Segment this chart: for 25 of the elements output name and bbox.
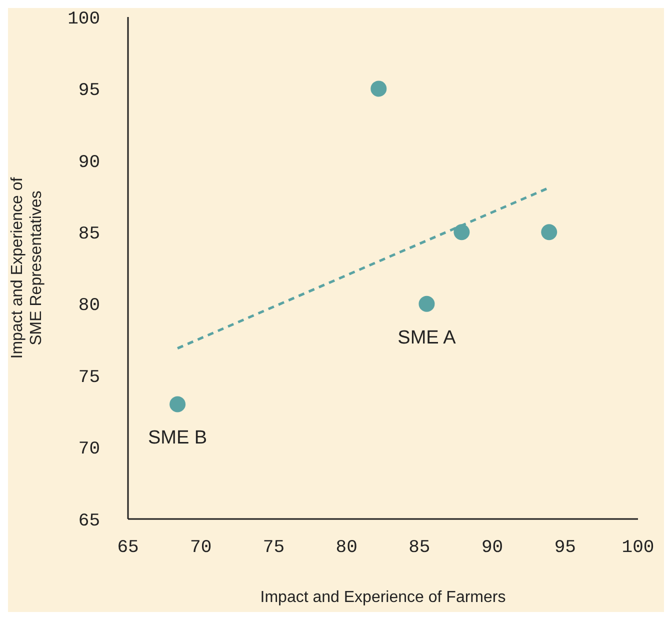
x-tick-label: 100 <box>622 538 654 558</box>
x-axis-title: Impact and Experience of Farmers <box>260 589 506 606</box>
point <box>454 224 470 240</box>
x-tick-label: 85 <box>408 538 430 558</box>
x-tick-label: 80 <box>336 538 358 558</box>
x-tick-label: 70 <box>190 538 212 558</box>
y-tick-label: 80 <box>78 296 100 316</box>
x-tick-label: 90 <box>481 538 504 558</box>
y-tick-label: 85 <box>78 224 100 245</box>
y-tick-label: 100 <box>68 9 100 30</box>
x-tick-label: 95 <box>554 538 576 558</box>
point <box>170 396 186 412</box>
x-tick-label: 75 <box>262 538 285 558</box>
y-tick-label: 75 <box>78 368 100 388</box>
y-axis-title: Impact and Experience of SME Representatives <box>9 176 45 359</box>
y-tick-label: 95 <box>78 81 100 102</box>
annotation: SME A <box>398 327 456 348</box>
point <box>370 80 387 97</box>
y-tick-label: 65 <box>78 511 100 532</box>
point <box>418 296 435 312</box>
point <box>541 224 558 240</box>
x-tick-label: 65 <box>117 538 139 558</box>
y-tick-label: 90 <box>78 152 100 173</box>
annotation: SME B <box>148 428 208 449</box>
y-tick-label: 70 <box>78 440 100 460</box>
